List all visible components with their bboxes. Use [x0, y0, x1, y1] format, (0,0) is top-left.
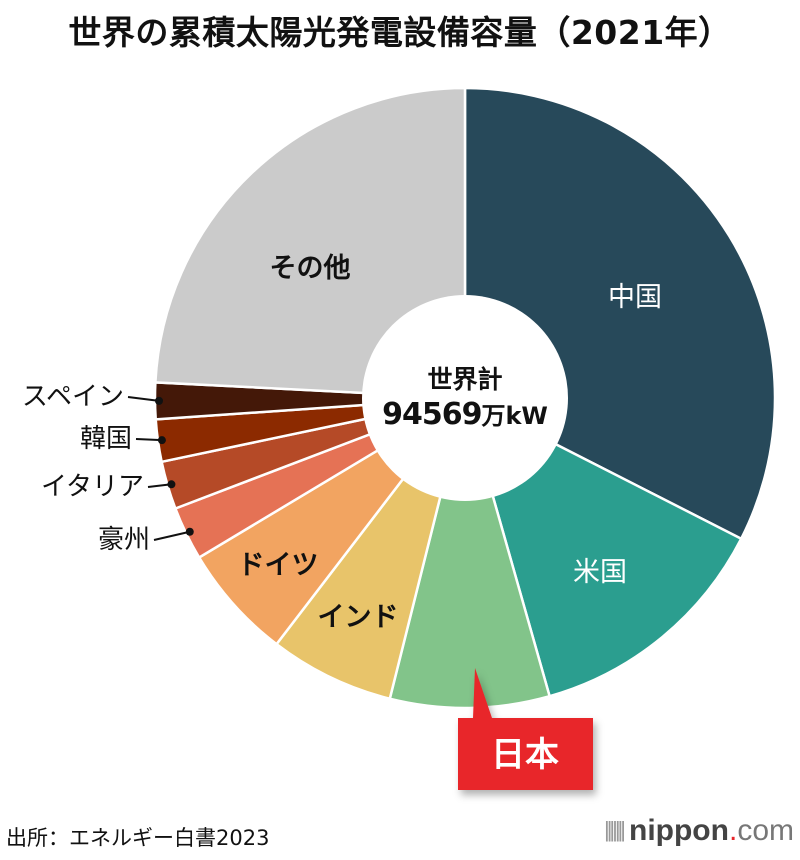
- leader-dot: [155, 396, 164, 405]
- slice-label: 中国: [608, 282, 662, 313]
- slice-label: 米国: [573, 557, 627, 588]
- slice-label: 豪州: [98, 525, 150, 555]
- center-value: 94569: [382, 397, 481, 432]
- slice-label: イタリア: [41, 472, 144, 502]
- slice-label: スペイン: [22, 382, 124, 412]
- slice-label: その他: [270, 253, 351, 284]
- leader-line: [135, 438, 162, 442]
- pie-slice: [388, 393, 552, 710]
- center-unit: 万kW: [481, 402, 547, 430]
- logo-com: com: [737, 814, 794, 847]
- slice-label: ドイツ: [238, 550, 319, 581]
- highlight-callout: [458, 668, 593, 790]
- logo-dot: .: [728, 814, 738, 847]
- slice-label: インド: [318, 602, 399, 633]
- logo-main: nippon: [629, 814, 729, 847]
- chart-title: 世界の累積太陽光発電設備容量（2021年）: [68, 13, 732, 52]
- center-total: 94569万kW: [382, 397, 548, 432]
- leader-dot: [167, 480, 176, 489]
- leader-line: [127, 396, 160, 402]
- leader-dot: [185, 527, 194, 536]
- callout-box: [458, 668, 593, 790]
- logo-bars-icon: |||||||: [603, 817, 626, 842]
- center-label: 世界計: [427, 365, 502, 394]
- leader-dot: [157, 436, 166, 445]
- slice-label: 韓国: [80, 424, 132, 454]
- nippon-logo: ||||||| nippon.com: [604, 814, 794, 848]
- pie-slice: [154, 86, 467, 400]
- donut-hole: [362, 295, 568, 501]
- leader-line: [153, 530, 191, 541]
- source-note: 出所：エネルギー白書2023: [6, 826, 270, 850]
- slice-label: 日本: [491, 735, 559, 775]
